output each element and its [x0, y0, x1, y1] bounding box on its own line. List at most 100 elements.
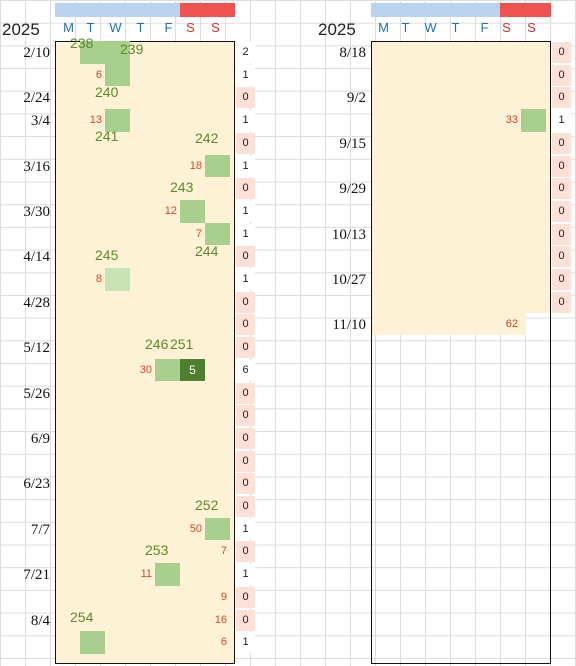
week-count: 1: [236, 564, 255, 586]
week-count: 0: [236, 132, 255, 154]
date-label: 10/13: [331, 226, 366, 243]
day-header-0: M: [378, 20, 389, 35]
value-number: 62: [505, 318, 518, 331]
day-header-3: T: [136, 20, 145, 35]
activity-cell[interactable]: [205, 154, 230, 178]
value-number: 18: [189, 159, 202, 172]
panel-fill: [526, 42, 550, 314]
date-label: 9/15: [339, 135, 366, 152]
week-count: 0: [236, 87, 255, 109]
week-count: 0: [236, 178, 255, 200]
activity-cell[interactable]: [105, 109, 130, 132]
date-label: 11/10: [332, 317, 366, 334]
entry-number: 245: [95, 247, 119, 264]
week-count: 1: [236, 110, 255, 132]
day-header-1: T: [401, 20, 410, 35]
day-header-5: S: [502, 20, 511, 35]
week-count: 0: [236, 541, 255, 563]
date-label: 9/29: [339, 181, 366, 198]
week-count: 6: [236, 359, 255, 381]
weekday-header-bar: [55, 3, 180, 17]
value-number: 8: [95, 273, 102, 285]
entry-number: 240: [95, 84, 119, 101]
entry-number: 253: [145, 542, 169, 559]
week-count: 0: [236, 291, 255, 313]
week-count: 0: [552, 155, 571, 177]
weekend-header-bar: [500, 3, 551, 17]
week-count: 0: [552, 87, 571, 109]
value-number: 30: [139, 363, 152, 376]
date-label: 3/30: [23, 203, 50, 220]
value-number: 12: [164, 204, 177, 217]
activity-cell[interactable]: [155, 358, 180, 382]
activity-cell[interactable]: [80, 631, 105, 654]
entry-number: 252: [195, 497, 219, 513]
value-number: 9: [220, 590, 227, 603]
calendar-panel: [371, 41, 551, 664]
date-label: 3/16: [23, 158, 50, 175]
activity-cell[interactable]: [205, 222, 230, 246]
activity-cell[interactable]: [205, 517, 230, 541]
week-count: 0: [552, 42, 571, 63]
value-number: 50: [189, 522, 202, 535]
entry-number: 244: [195, 243, 219, 260]
date-label: 7/21: [23, 567, 50, 584]
week-count: 0: [236, 427, 255, 449]
value-number: 33: [505, 114, 518, 127]
entry-number: 239: [120, 41, 144, 57]
year-label: 2025: [2, 20, 40, 39]
week-count: 1: [236, 155, 255, 177]
date-label: 4/28: [23, 294, 50, 311]
week-count: 2: [236, 42, 255, 63]
entry-number: 241: [95, 127, 119, 144]
activity-cell[interactable]: [80, 41, 105, 64]
activity-cell[interactable]: [105, 41, 130, 64]
week-count: 1: [236, 518, 255, 540]
week-count: 0: [552, 291, 571, 313]
week-count: 0: [236, 450, 255, 472]
day-header-5: S: [186, 20, 195, 35]
activity-cell[interactable]: [521, 109, 546, 132]
week-count: 0: [236, 405, 255, 427]
entry-number: 238: [70, 35, 94, 51]
day-header-2: W: [109, 20, 122, 35]
activity-cell[interactable]: [105, 268, 130, 291]
day-header-1: T: [86, 20, 95, 35]
date-label: 6/23: [23, 476, 50, 493]
date-label: 7/7: [30, 521, 50, 538]
week-count: 1: [236, 269, 255, 290]
activity-cell[interactable]: 5: [180, 358, 205, 382]
date-label: 2/10: [23, 45, 50, 61]
entry-number: 246: [145, 336, 169, 353]
week-count: 0: [236, 496, 255, 517]
activity-cell[interactable]: [180, 199, 205, 223]
date-label: 10/27: [331, 272, 366, 288]
day-header-6: S: [527, 20, 536, 35]
day-header-4: F: [164, 20, 173, 35]
date-label: 6/9: [30, 430, 50, 447]
week-count: 1: [236, 64, 255, 86]
week-count: 1: [236, 223, 255, 245]
week-count: 1: [236, 632, 255, 654]
date-label: 8/4: [30, 612, 50, 629]
value-number: 6: [95, 68, 102, 81]
week-count: 0: [552, 269, 571, 290]
week-count: 0: [236, 382, 255, 404]
value-number: 6: [220, 636, 227, 649]
date-label: 5/26: [23, 385, 50, 402]
day-header-4: F: [480, 20, 489, 35]
day-header-6: S: [211, 20, 220, 35]
week-count: 0: [552, 178, 571, 200]
day-header-3: T: [451, 20, 460, 35]
activity-cell[interactable]: [155, 563, 180, 586]
week-count: 0: [552, 223, 571, 245]
activity-cell[interactable]: [105, 63, 130, 87]
date-label: 4/14: [23, 249, 50, 266]
entry-number: 242: [195, 129, 219, 146]
entry-number: 243: [170, 179, 194, 196]
date-label: 5/12: [23, 340, 50, 357]
week-count: 0: [236, 586, 255, 608]
weekday-header-bar: [371, 3, 500, 17]
date-label: 9/2: [346, 90, 366, 107]
day-header-0: M: [63, 20, 74, 35]
